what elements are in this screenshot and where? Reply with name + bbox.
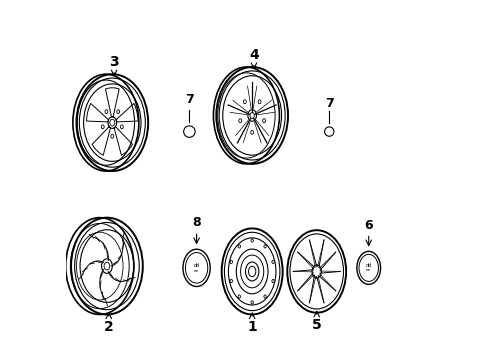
Text: 3: 3 (109, 55, 119, 69)
Text: 1: 1 (247, 320, 257, 334)
Text: 7: 7 (185, 93, 194, 106)
Text: ee: ee (366, 268, 371, 272)
Text: dd: dd (194, 263, 200, 268)
Text: dd: dd (366, 264, 372, 269)
Text: 2: 2 (104, 320, 114, 334)
Text: 8: 8 (192, 216, 201, 229)
Text: 4: 4 (249, 48, 259, 62)
Text: 7: 7 (325, 97, 334, 110)
Text: 5: 5 (312, 318, 321, 332)
Text: 6: 6 (365, 219, 373, 231)
Text: ee: ee (194, 269, 199, 273)
